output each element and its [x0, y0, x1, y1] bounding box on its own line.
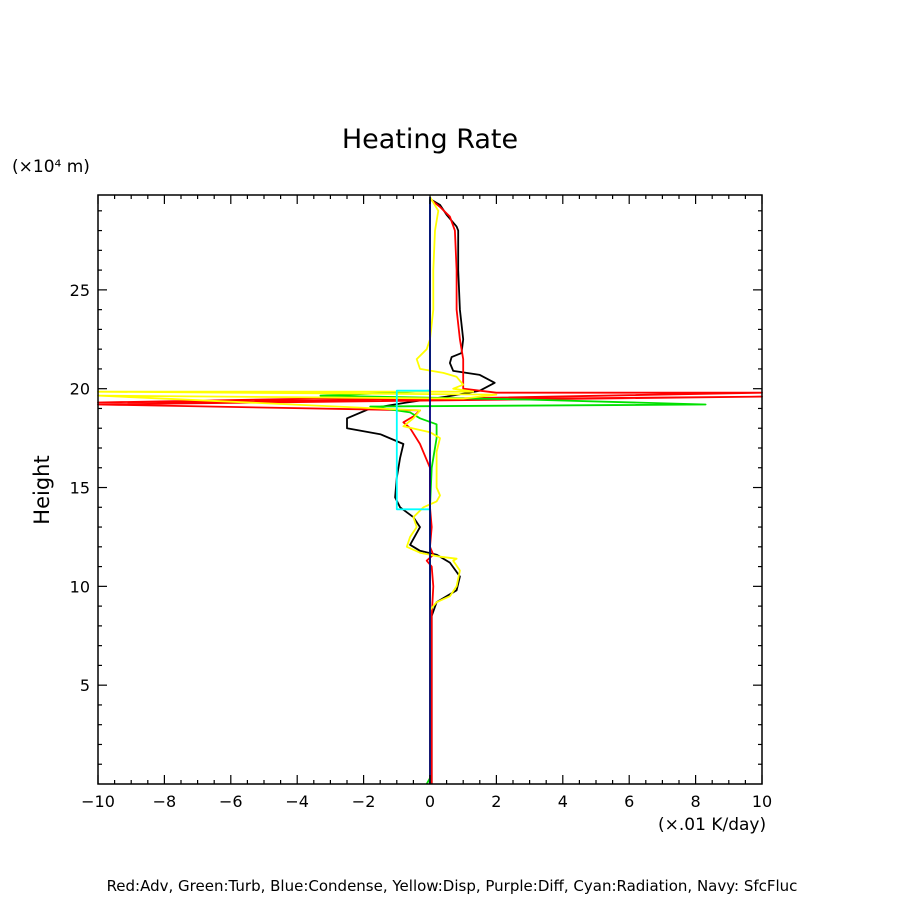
x-tick-label: 6 [624, 792, 634, 811]
plot-frame [97, 194, 763, 785]
y-tick-label: 25 [70, 281, 90, 300]
x-tick-label: −2 [352, 792, 376, 811]
x-tick-label: −8 [153, 792, 177, 811]
series-line-0 [346, 198, 496, 784]
y-unit-label: (×10⁴ m) [12, 157, 90, 177]
x-tick-label: 4 [558, 792, 568, 811]
x-unit-label: (×.01 K/day) [658, 815, 766, 835]
x-tick-label: −4 [285, 792, 309, 811]
y-tick-label: 20 [70, 380, 90, 399]
series-line-4 [395, 389, 430, 511]
chart-title: Heating Rate [342, 124, 518, 155]
y-tick-label: 5 [80, 676, 90, 695]
legend-text: Red:Adv, Green:Turb, Blue:Condense, Yell… [107, 877, 798, 895]
series-line-3 [97, 196, 498, 784]
y-axis-label: Height [30, 455, 54, 524]
axis-layer: −10 −8 −6 −4 −2 0 2 4 6 8 10 5 10 15 20 25 [70, 195, 772, 811]
x-tick-label: −6 [219, 792, 243, 811]
y-tick-label: 15 [70, 479, 90, 498]
x-tick-label: 0 [425, 792, 435, 811]
x-tick-label: 8 [691, 792, 701, 811]
y-tick-label: 10 [70, 577, 90, 596]
x-tick-label: 2 [491, 792, 501, 811]
x-tick-label: −10 [81, 792, 115, 811]
series-line-2 [319, 199, 707, 785]
series-layer [97, 196, 763, 785]
x-tick-label: 10 [752, 792, 772, 811]
